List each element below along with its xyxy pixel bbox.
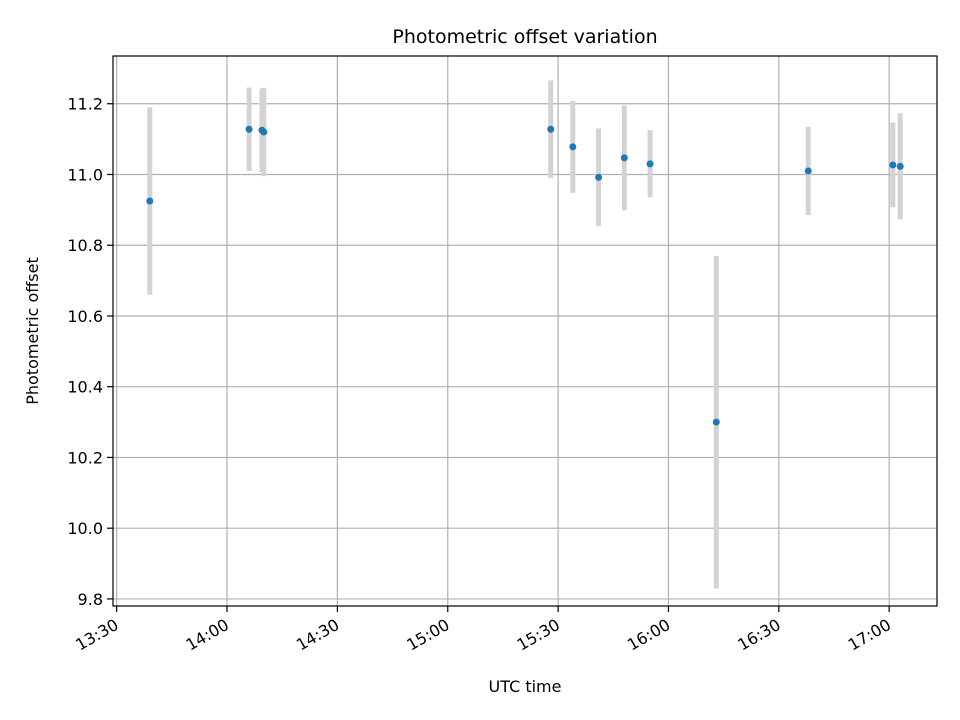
x-axis-label: UTC time — [489, 677, 562, 696]
y-tick-label: 9.8 — [78, 590, 103, 609]
data-points — [146, 125, 904, 426]
data-point — [712, 418, 720, 426]
y-tick-label: 10.8 — [67, 236, 103, 255]
data-point — [804, 167, 812, 175]
y-tick-label: 11.2 — [67, 95, 103, 114]
data-point — [146, 197, 154, 205]
y-tick-label: 10.0 — [67, 519, 103, 538]
chart-title: Photometric offset variation — [392, 26, 657, 48]
y-axis-label: Photometric offset — [23, 257, 42, 405]
data-point — [569, 143, 577, 151]
data-point — [889, 161, 897, 169]
data-point — [646, 160, 654, 168]
plot-frame — [112, 55, 938, 607]
grid — [113, 56, 937, 606]
y-axis-ticks: 9.8 10.0 10.2 10.4 10.6 10.8 11.0 11.2 — [67, 95, 113, 609]
y-tick-label: 10.6 — [67, 307, 103, 326]
data-point — [620, 154, 628, 162]
data-point — [595, 173, 603, 181]
data-point — [547, 125, 555, 133]
data-point — [260, 128, 268, 136]
data-point — [896, 162, 904, 170]
y-tick-label: 10.2 — [67, 448, 103, 467]
y-tick-label: 10.4 — [67, 378, 103, 397]
data-point — [245, 125, 253, 133]
y-tick-label: 11.0 — [67, 165, 103, 184]
